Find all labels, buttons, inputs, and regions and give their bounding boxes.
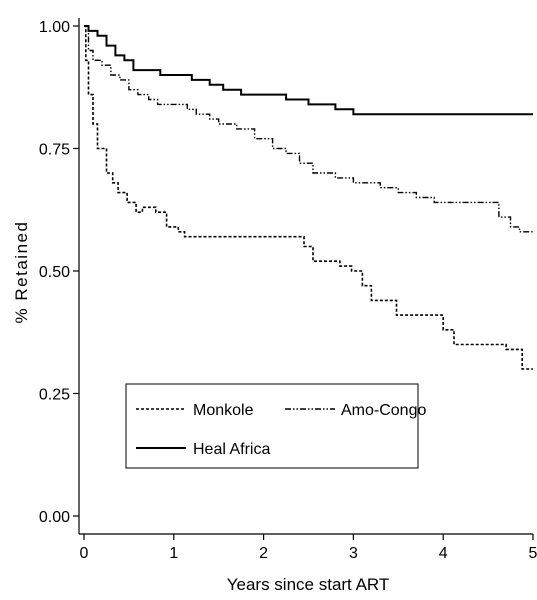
legend-label-amo-congo: Amo-Congo	[341, 402, 426, 419]
series-line-monkole	[84, 25, 533, 370]
y-axis-title: % Retained	[12, 221, 31, 324]
y-tick-label: 0.00	[39, 509, 70, 526]
x-tick-label: 0	[80, 545, 89, 562]
x-tick-label: 5	[529, 545, 537, 562]
x-tick-label: 4	[439, 545, 448, 562]
y-tick-label: 1.00	[39, 19, 70, 36]
x-tick-label: 3	[349, 545, 358, 562]
series-line-heal-africa	[84, 25, 533, 116]
y-tick-label: 0.50	[39, 264, 70, 281]
axes-layer: 0.00 0.25 0.50 0.75 1.00 0 1 2 3 4 5	[39, 18, 537, 562]
y-tick-label: 0.75	[39, 142, 70, 159]
x-axis-title: Years since start ART	[227, 575, 390, 594]
legend-label-heal-africa: Heal Africa	[193, 441, 270, 458]
x-tick-label: 2	[259, 545, 268, 562]
legend: Monkole Amo-Congo Heal Africa	[125, 383, 426, 469]
legend-label-monkole: Monkole	[193, 402, 254, 419]
series-line-amo-congo	[84, 25, 533, 233]
legend-box	[125, 383, 419, 469]
y-tick-label: 0.25	[39, 387, 70, 404]
series-layer	[84, 25, 533, 370]
x-tick-label: 1	[169, 545, 178, 562]
